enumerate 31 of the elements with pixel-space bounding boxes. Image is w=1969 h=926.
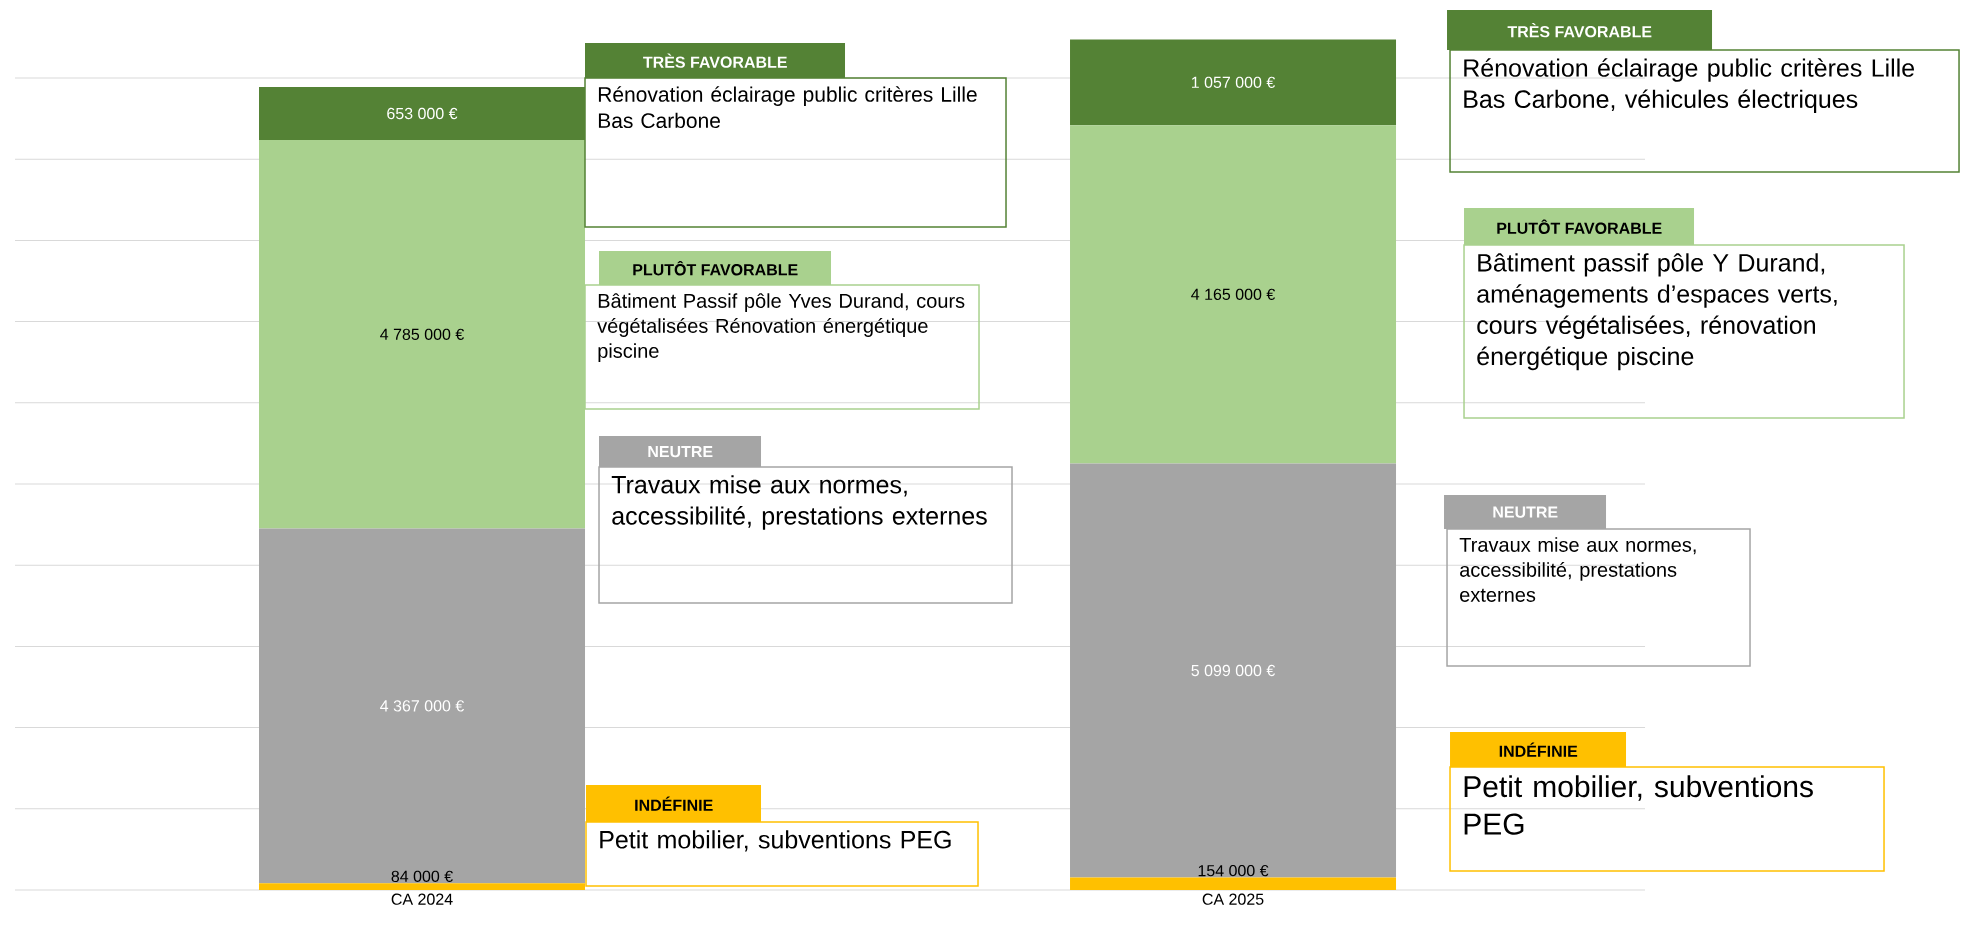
annotation: Bâtiment Passif pôle Yves Durand, cours végétalisées Rénovation énergétique piscine [597,293,965,362]
annotation: Travaux mise aux normes, accessibilité, prestations externes [611,475,987,530]
text: TRÈS FAVORABLE [643,53,787,68]
data-label: 154 000 € [1198,864,1269,877]
text: NEUTRE [648,446,713,458]
bar [259,528,586,884]
text: TRÈS FAVORABLE [1507,23,1652,38]
annotation: Travaux mise aux normes, accessibilité, prestations externes [1459,537,1696,602]
data-label: 653 000 € [387,107,458,120]
annotation: Petit mobilier, subventions PEG [600,830,951,852]
data-label: 1 057 000 € [1191,76,1276,88]
data-label: 4 367 000 € [380,700,465,712]
data-label: 4 165 000 € [1191,288,1276,301]
annotation: Rénovation éclairage public critères Lille Bas Carbone, véhicules électriques [1464,58,1915,113]
bar [1070,39,1397,126]
bar [1070,463,1397,878]
data-label: 5 099 000 € [1191,664,1276,677]
data-label: 84 000 € [391,870,453,882]
text: INDÉFINIE [1499,742,1578,757]
text: PLUTÔT FAVORABLE [633,260,798,276]
x-tick-label: CA 2024 [391,893,453,905]
text: PLUTÔT FAVORABLE [1497,219,1662,234]
text: NEUTRE [1493,506,1558,518]
text: INDÉFINIE [635,796,713,811]
bar [1070,877,1397,890]
data-label: 4 785 000 € [380,328,465,340]
x-tick-label: CA 2025 [1202,893,1264,905]
annotation: Petit mobilier, subventions PEG [1464,775,1813,835]
bar [1070,125,1397,464]
annotation: Bâtiment passif pôle Y Durand, aménagements d’espaces verts, cours végétalisées, rénovation énergétique piscine [1477,253,1837,371]
annotation: Rénovation éclairage public critères Lille Bas Carbone [598,86,977,129]
